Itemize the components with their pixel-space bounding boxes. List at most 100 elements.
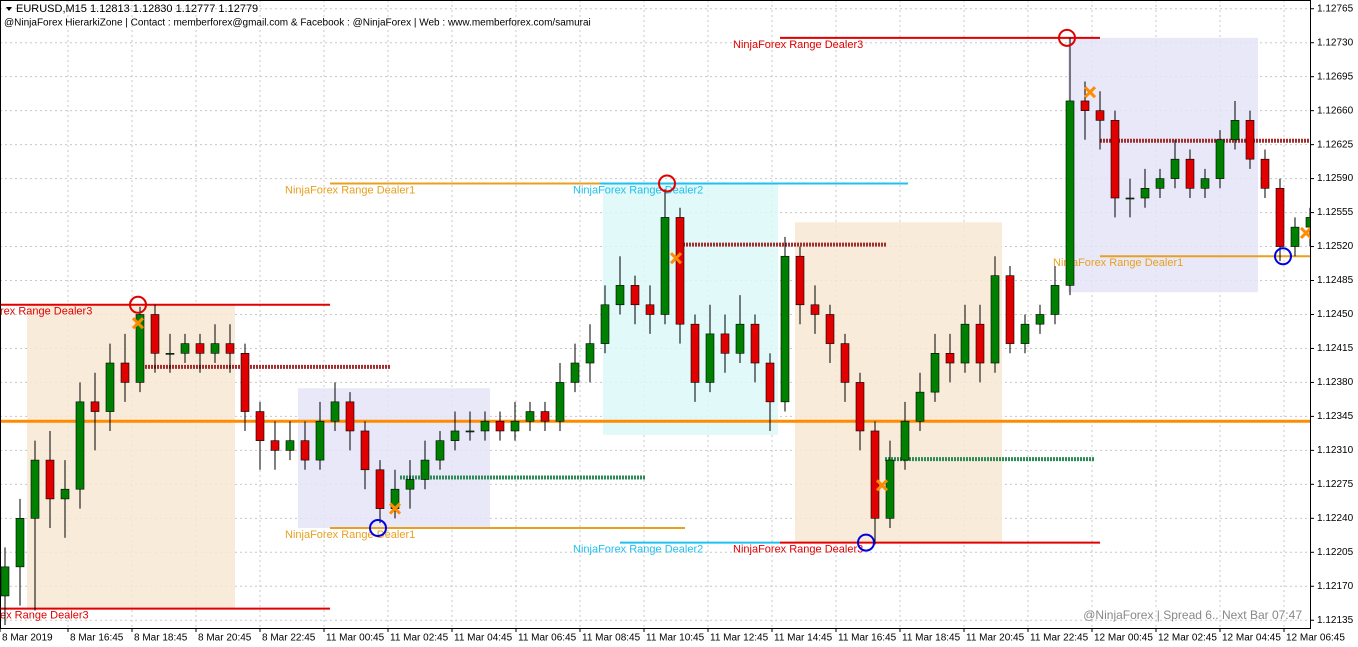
range-level-label: NinjaForex Range Dealer2 <box>573 184 703 196</box>
range-level-label: NinjaForex Range Dealer3 <box>733 39 863 51</box>
y-tick-label: 1.12695 <box>1317 71 1354 82</box>
y-tick-label: 1.12485 <box>1317 275 1354 286</box>
signal-cross <box>669 252 683 265</box>
candle-body <box>180 343 190 354</box>
candle-body <box>1215 139 1225 179</box>
candle-body <box>750 323 760 364</box>
candle-body <box>540 411 550 422</box>
candle-body <box>735 323 745 354</box>
candle-body <box>30 459 40 519</box>
candle-body <box>360 430 370 471</box>
candle-body <box>600 304 610 344</box>
y-tick-label: 1.12660 <box>1317 105 1354 116</box>
x-tick-label: 11 Mar 22:45 <box>1030 633 1089 644</box>
candle-body <box>480 420 490 432</box>
candle-body <box>135 314 145 383</box>
x-tick-label: 11 Mar 10:45 <box>646 633 705 644</box>
candle-body <box>720 333 730 354</box>
candle-body <box>990 275 1000 364</box>
candle-body <box>975 323 985 364</box>
candle-body <box>255 411 265 441</box>
y-tick-label: 1.12415 <box>1317 343 1354 354</box>
swing-circle <box>658 174 676 193</box>
candle-body <box>510 420 520 432</box>
y-tick-label: 1.12730 <box>1317 37 1354 48</box>
range-box <box>1068 37 1258 293</box>
signal-cross <box>1299 226 1310 240</box>
x-tick-label: 8 Mar 2019 <box>2 633 53 644</box>
candle-body <box>900 420 910 461</box>
swing-circle <box>129 295 147 314</box>
range-level-label: NinjaForex Range Dealer3 <box>733 543 863 555</box>
candle-body <box>765 362 775 403</box>
chart-title: EURUSD,M15 1.12813 1.12830 1.12777 1.127… <box>16 3 258 15</box>
candle-body <box>825 314 835 344</box>
x-tick-label: 8 Mar 22:45 <box>262 633 316 644</box>
candle-body <box>420 459 430 480</box>
x-tick-label: 11 Mar 04:45 <box>454 633 513 644</box>
range-level-label: NinjaForex Range Dealer2 <box>573 543 703 555</box>
x-tick-label: 11 Mar 00:45 <box>326 633 385 644</box>
candle-body <box>870 430 880 519</box>
range-box <box>603 183 778 435</box>
y-tick-label: 1.12170 <box>1317 581 1354 592</box>
candle-body <box>1080 100 1090 111</box>
x-tick-label: 11 Mar 06:45 <box>518 633 577 644</box>
range-level-label: NinjaForex Range Dealer1 <box>285 184 415 196</box>
candle-body <box>660 217 670 315</box>
candle-body <box>315 420 325 461</box>
signal-cross <box>1083 86 1097 99</box>
candle-body <box>405 479 415 490</box>
candle-body <box>60 488 70 500</box>
candle-body <box>285 440 295 451</box>
candle-body <box>1200 178 1210 189</box>
candle-body <box>1020 323 1030 344</box>
candle-body <box>555 382 565 422</box>
candle-body <box>1065 100 1075 286</box>
candle-body <box>855 382 865 432</box>
candle-body <box>375 469 385 509</box>
candle-body <box>1035 314 1045 325</box>
candle-body <box>150 314 160 354</box>
collapse-icon <box>6 7 12 11</box>
candle-body <box>120 362 130 383</box>
candle-body <box>525 411 535 422</box>
y-tick-label: 1.12310 <box>1317 445 1354 456</box>
swing-circle <box>1058 28 1076 47</box>
candle-body <box>645 304 655 315</box>
x-tick-label: 11 Mar 12:45 <box>710 633 769 644</box>
candle-body <box>585 343 595 364</box>
swing-circle <box>369 519 387 538</box>
signal-cross <box>388 502 402 515</box>
candle-body <box>495 420 505 432</box>
candle-body <box>1155 178 1165 189</box>
candle-body <box>165 353 175 355</box>
x-tick-label: 12 Mar 02:45 <box>1158 633 1217 644</box>
candle-body <box>15 518 25 568</box>
candle-body <box>1140 188 1150 199</box>
y-tick-label: 1.12520 <box>1317 241 1354 252</box>
range-level-label: NinjaForex Range Dealer1 <box>1053 257 1183 269</box>
x-tick-label: 11 Mar 20:45 <box>966 633 1025 644</box>
x-tick-label: 8 Mar 16:45 <box>70 633 124 644</box>
x-tick-label: 8 Mar 18:45 <box>134 633 188 644</box>
y-tick-label: 1.12135 <box>1317 615 1354 626</box>
x-tick-label: 12 Mar 06:45 <box>1286 633 1345 644</box>
candle-body <box>1110 120 1120 199</box>
candle-body <box>45 459 55 500</box>
candle-body <box>75 401 85 490</box>
candle-body <box>930 353 940 393</box>
candle-body <box>945 353 955 364</box>
candle-body <box>450 430 460 441</box>
candle-body <box>300 440 310 461</box>
y-tick-label: 1.12590 <box>1317 173 1354 184</box>
candle-body <box>1185 158 1195 189</box>
y-tick-label: 1.12450 <box>1317 309 1354 320</box>
candle-body <box>345 401 355 432</box>
candle-body <box>210 343 220 354</box>
range-level-label: ex Range Dealer3 <box>0 609 89 621</box>
candle-body <box>705 333 715 383</box>
candle-body <box>225 343 235 354</box>
candle-body <box>1260 158 1270 189</box>
range-level-label: rex Range Dealer3 <box>0 306 92 318</box>
